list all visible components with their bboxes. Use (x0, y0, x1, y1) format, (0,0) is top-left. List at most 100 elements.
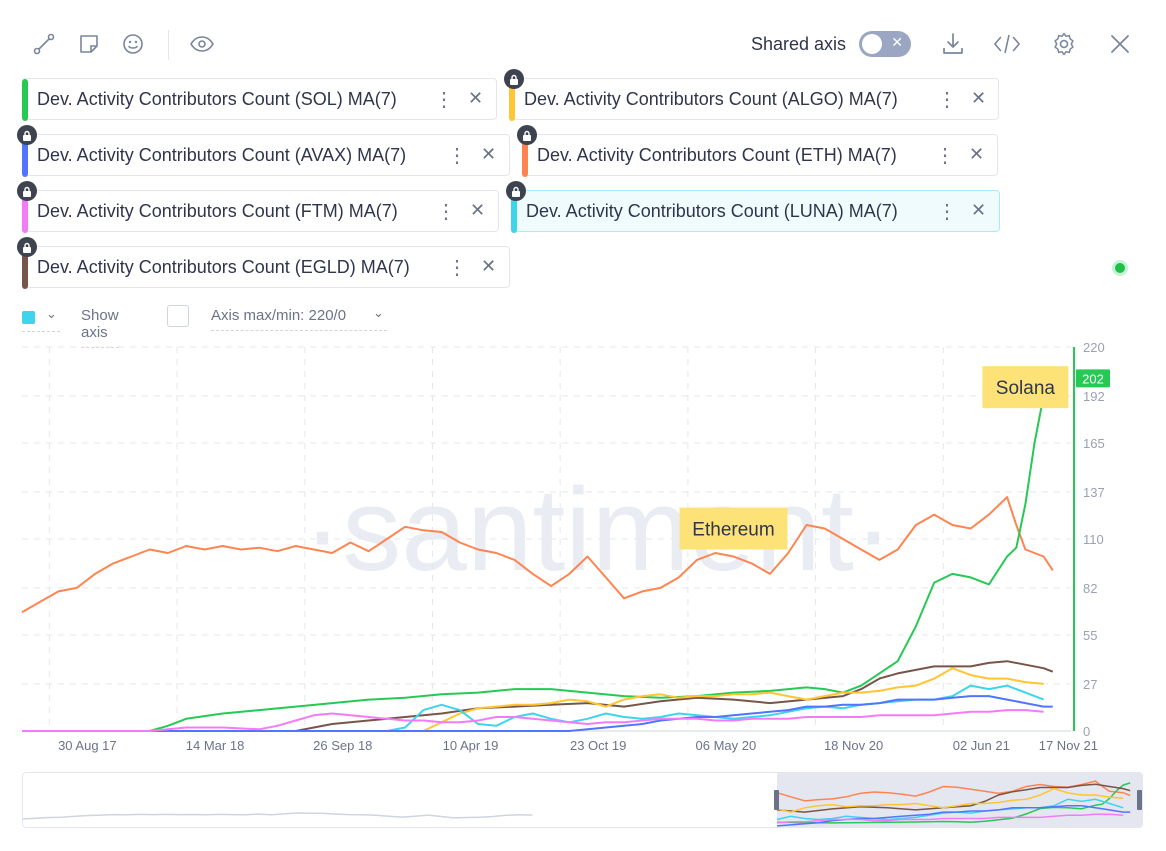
more-options-icon[interactable]: ⋮ (935, 145, 955, 167)
series-line-luna (22, 684, 1044, 732)
y-tick-label: 110 (1083, 532, 1104, 547)
x-tick-label: 10 Apr 19 (443, 738, 499, 753)
more-options-icon[interactable]: ⋮ (436, 201, 456, 223)
metric-label: Dev. Activity Contributors Count (ETH) M… (537, 145, 897, 165)
remove-metric-icon[interactable]: ✕ (971, 88, 987, 108)
metric-label: Dev. Activity Contributors Count (EGLD) … (37, 257, 410, 277)
navigator-series-eth (776, 780, 1131, 802)
x-tick-label: 26 Sep 18 (313, 738, 372, 753)
lock-icon (17, 181, 37, 201)
more-options-icon[interactable]: ⋮ (937, 89, 957, 111)
y-tick-label: 192 (1083, 389, 1105, 404)
watermark: ·santiment· (303, 464, 893, 596)
metric-label: Dev. Activity Contributors Count (FTM) M… (37, 201, 398, 221)
metric-pill-ftm[interactable]: Dev. Activity Contributors Count (FTM) M… (17, 181, 499, 233)
remove-metric-icon[interactable]: ✕ (481, 256, 497, 276)
live-status-indicator (1112, 260, 1128, 276)
chevron-down-icon: ⌄ (46, 306, 57, 321)
x-tick-label: 02 Jun 21 (953, 738, 1010, 753)
series-line-ftm (22, 709, 1044, 732)
remove-metric-icon[interactable]: ✕ (470, 200, 486, 220)
y-tick-label: 82 (1083, 581, 1097, 596)
shared-axis-toggle[interactable]: ✕ (859, 31, 911, 57)
series-line-sol (22, 377, 1054, 732)
metric-pill-egld[interactable]: Dev. Activity Contributors Count (EGLD) … (17, 237, 510, 289)
metric-label: Dev. Activity Contributors Count (LUNA) … (526, 201, 898, 221)
annotation-box (982, 366, 1069, 409)
navigator-series-egld (776, 783, 1131, 813)
color-picker[interactable]: ⌄ (22, 305, 60, 332)
lock-icon (17, 237, 37, 257)
more-options-icon[interactable]: ⋮ (937, 201, 957, 223)
time-range-navigator[interactable] (22, 772, 1143, 828)
metric-label: Dev. Activity Contributors Count (ALGO) … (524, 89, 898, 109)
series-line-avax (22, 695, 1053, 732)
metric-color-bar (22, 135, 28, 177)
metric-pill-luna[interactable]: Dev. Activity Contributors Count (LUNA) … (506, 181, 1000, 233)
metric-color-bar (511, 191, 517, 233)
x-tick-label: 17 Nov 21 (1039, 738, 1098, 753)
series-line-algo (22, 667, 1044, 732)
metric-color-bar (22, 191, 28, 233)
metric-label: Dev. Activity Contributors Count (SOL) M… (37, 89, 397, 109)
lock-icon (504, 69, 524, 89)
chart-toolbar: Shared axis ✕ (0, 20, 1166, 70)
axis-range-label: Axis max/min: 220/0 (211, 307, 347, 324)
more-options-icon[interactable]: ⋮ (447, 145, 467, 167)
metric-pill-sol[interactable]: Dev. Activity Contributors Count (SOL) M… (22, 78, 497, 121)
metric-pill-avax[interactable]: Dev. Activity Contributors Count (AVAX) … (17, 125, 510, 177)
toolbar-divider (168, 30, 169, 60)
more-options-icon[interactable]: ⋮ (434, 89, 454, 111)
x-tick-label: 14 Mar 18 (186, 738, 245, 753)
shared-axis-label: Shared axis (751, 34, 847, 54)
download-icon[interactable] (939, 30, 967, 58)
more-options-icon[interactable]: ⋮ (447, 257, 467, 279)
chevron-down-icon: ⌄ (373, 305, 384, 320)
series-line-egld (22, 660, 1054, 732)
note-icon[interactable] (75, 30, 103, 58)
toggle-off-icon: ✕ (891, 34, 903, 50)
remove-metric-icon[interactable]: ✕ (969, 144, 985, 164)
lock-icon (17, 125, 37, 145)
navigator-preview (23, 773, 1142, 827)
gear-icon[interactable] (1050, 30, 1078, 58)
last-value-badge (1076, 369, 1110, 388)
remove-metric-icon[interactable]: ✕ (468, 88, 484, 108)
navigator-history-line (23, 812, 533, 820)
metric-label: Dev. Activity Contributors Count (AVAX) … (37, 145, 407, 165)
axis-range-select[interactable]: Axis max/min: 220/0 ⌄ (211, 305, 387, 331)
close-icon[interactable] (1106, 30, 1134, 58)
line-chart[interactable]: ·santiment· 0 27 55 82 110 137 165 192 220 30 Aug … (0, 335, 1166, 755)
lock-icon (506, 181, 526, 201)
x-tick-label: 18 Nov 20 (824, 738, 883, 753)
x-tick-label: 23 Oct 19 (570, 738, 626, 753)
y-tick-label: 27 (1083, 677, 1097, 692)
navigator-handle-right (1137, 790, 1142, 810)
navigator-series-ftm (776, 813, 1124, 824)
annotation-label: Solana (996, 378, 1056, 399)
remove-metric-icon[interactable]: ✕ (971, 200, 987, 220)
line-drawing-icon[interactable] (30, 30, 58, 58)
navigator-handle-left (774, 790, 779, 810)
remove-metric-icon[interactable]: ✕ (481, 144, 497, 164)
y-tick-label: 0 (1083, 724, 1090, 739)
series-line-eth (21, 496, 1054, 614)
toggle-knob (862, 34, 882, 54)
y-tick-label: 137 (1083, 485, 1105, 500)
eye-icon[interactable] (188, 30, 216, 58)
x-tick-label: 30 Aug 17 (58, 738, 117, 753)
lock-icon (517, 125, 537, 145)
metric-color-bar (22, 247, 28, 289)
emoji-icon[interactable] (119, 30, 147, 58)
y-tick-label: 165 (1083, 436, 1105, 451)
last-value-text: 202 (1082, 371, 1104, 386)
embed-code-icon[interactable] (993, 30, 1021, 58)
y-tick-label: 220 (1083, 340, 1105, 355)
metric-pill-eth[interactable]: Dev. Activity Contributors Count (ETH) M… (517, 125, 998, 177)
navigator-series-algo (776, 787, 1124, 813)
x-tick-label: 06 May 20 (696, 738, 757, 753)
metric-pill-algo[interactable]: Dev. Activity Contributors Count (ALGO) … (504, 69, 999, 121)
show-axis-checkbox[interactable] (167, 305, 189, 327)
metric-color-bar (522, 135, 528, 177)
metric-color-bar (509, 79, 515, 121)
